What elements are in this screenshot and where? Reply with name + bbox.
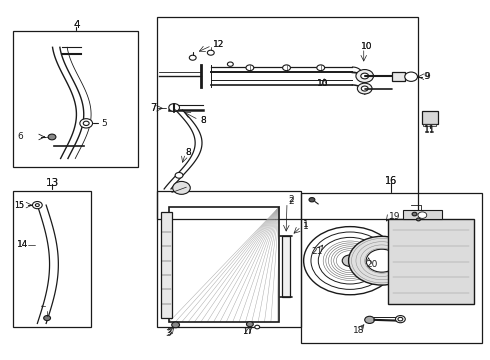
Text: 15: 15	[14, 201, 24, 210]
Circle shape	[416, 218, 420, 221]
Text: 11: 11	[424, 125, 436, 134]
Circle shape	[32, 202, 42, 209]
Text: 20: 20	[366, 261, 378, 270]
Circle shape	[83, 121, 89, 126]
Text: 8: 8	[200, 116, 206, 125]
Bar	[13, 191, 91, 327]
Text: 21: 21	[311, 247, 322, 256]
Text: 2: 2	[288, 197, 294, 206]
Bar	[403, 211, 442, 220]
Circle shape	[361, 86, 368, 91]
Circle shape	[44, 316, 50, 320]
Text: 9: 9	[425, 72, 431, 81]
Text: 2: 2	[288, 194, 294, 203]
Circle shape	[172, 322, 179, 328]
Circle shape	[317, 65, 325, 71]
Text: 4: 4	[73, 20, 80, 30]
Circle shape	[309, 198, 315, 202]
Circle shape	[412, 212, 417, 216]
Circle shape	[169, 104, 179, 112]
Text: 14: 14	[17, 240, 28, 249]
Circle shape	[35, 204, 39, 207]
Circle shape	[207, 50, 214, 55]
Circle shape	[80, 119, 93, 128]
Bar	[301, 193, 482, 343]
Text: 8: 8	[200, 116, 206, 125]
Circle shape	[356, 69, 373, 82]
Text: 16: 16	[385, 176, 397, 186]
Text: 10: 10	[361, 42, 373, 51]
Text: 5: 5	[101, 119, 107, 128]
Text: 10: 10	[318, 79, 329, 88]
Circle shape	[348, 236, 415, 285]
Bar	[157, 17, 418, 220]
Circle shape	[255, 325, 260, 329]
Text: 17: 17	[243, 327, 253, 336]
Text: 12: 12	[213, 40, 224, 49]
Text: 3: 3	[165, 329, 171, 338]
Text: 15: 15	[14, 201, 24, 210]
Text: 1: 1	[303, 222, 308, 231]
Circle shape	[342, 255, 358, 266]
Text: 4: 4	[73, 20, 80, 30]
Circle shape	[395, 316, 405, 323]
Text: 6: 6	[18, 132, 24, 141]
Circle shape	[283, 65, 291, 71]
Text: 8: 8	[185, 148, 191, 157]
Circle shape	[405, 72, 417, 81]
Bar	[423, 125, 436, 126]
Circle shape	[357, 83, 372, 94]
Circle shape	[318, 237, 382, 284]
Text: ←: ←	[41, 304, 46, 309]
Text: 19: 19	[389, 212, 401, 221]
Text: 16: 16	[385, 176, 397, 186]
Circle shape	[246, 321, 253, 327]
Text: 13: 13	[46, 177, 59, 188]
Text: 11: 11	[424, 126, 436, 135]
Bar	[161, 212, 171, 318]
Text: 8: 8	[185, 148, 191, 157]
Circle shape	[189, 55, 196, 60]
Bar	[392, 72, 405, 81]
Text: 10: 10	[318, 79, 329, 88]
Bar	[422, 111, 438, 125]
Text: 13: 13	[46, 177, 59, 188]
Circle shape	[365, 316, 374, 323]
Text: 7: 7	[150, 103, 156, 113]
Circle shape	[227, 62, 233, 66]
Circle shape	[175, 172, 183, 178]
Bar	[13, 31, 138, 167]
Text: 3: 3	[166, 328, 171, 337]
Circle shape	[246, 65, 254, 71]
Text: 7: 7	[150, 103, 156, 113]
Text: 12: 12	[213, 40, 224, 49]
Circle shape	[418, 212, 427, 219]
Text: 9: 9	[423, 72, 429, 81]
Bar	[157, 191, 301, 327]
Text: 14: 14	[17, 240, 28, 249]
Circle shape	[48, 134, 56, 140]
Circle shape	[398, 318, 403, 321]
Circle shape	[361, 73, 368, 79]
Bar	[169, 207, 279, 321]
Text: 1: 1	[303, 220, 308, 229]
Circle shape	[304, 226, 396, 295]
Bar	[282, 235, 291, 297]
Text: 10: 10	[361, 42, 373, 51]
Text: 17: 17	[243, 327, 253, 336]
Text: 18: 18	[352, 326, 364, 335]
Circle shape	[172, 181, 190, 194]
Bar	[388, 220, 474, 304]
Circle shape	[366, 249, 397, 272]
Circle shape	[311, 232, 389, 289]
